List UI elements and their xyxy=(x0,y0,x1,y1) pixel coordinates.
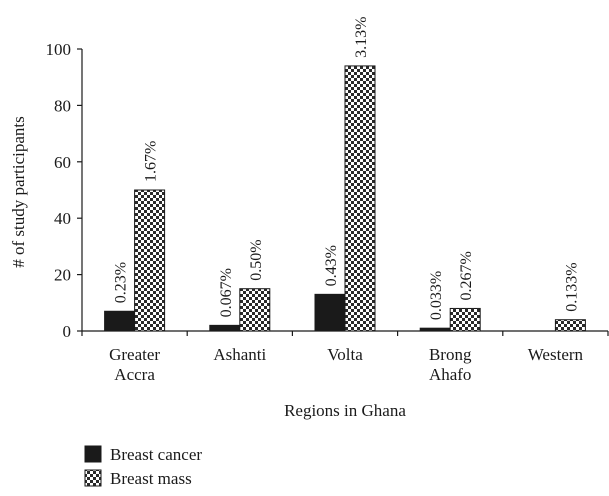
data-label: 0.033% xyxy=(428,271,445,320)
data-label: 0.43% xyxy=(323,245,340,286)
data-label: 0.267% xyxy=(458,251,475,300)
bar-breast-mass xyxy=(239,288,271,332)
x-tick-label: Ashanti xyxy=(213,345,266,364)
data-label: 0.23% xyxy=(113,262,130,303)
y-tick-label: 40 xyxy=(54,209,71,228)
data-label: 0.067% xyxy=(218,268,235,317)
x-tick-label: Brong xyxy=(429,345,472,364)
data-label: 0.50% xyxy=(248,239,265,280)
legend-swatch-breast-mass xyxy=(84,469,102,487)
y-tick-label: 20 xyxy=(54,266,71,285)
x-axis-title: Regions in Ghana xyxy=(284,401,406,420)
x-tick-label: Greater xyxy=(109,345,160,364)
x-tick-label: Volta xyxy=(327,345,363,364)
bar-breast-mass xyxy=(134,189,166,332)
y-tick-label: 0 xyxy=(63,322,72,341)
bar-breast-mass xyxy=(344,65,376,332)
y-tick-label: 80 xyxy=(54,96,71,115)
data-label: 3.13% xyxy=(353,17,370,58)
bar-breast-mass xyxy=(554,319,586,332)
legend-label: Breast cancer xyxy=(110,445,202,464)
y-tick-label: 100 xyxy=(46,40,72,59)
data-label: 1.67% xyxy=(143,141,160,182)
y-tick-label: 60 xyxy=(54,153,71,172)
bar-breast-cancer xyxy=(314,293,346,332)
x-tick-label: Accra xyxy=(114,365,155,384)
bars xyxy=(104,65,586,332)
bar-breast-mass xyxy=(449,307,481,332)
legend-label: Breast mass xyxy=(110,469,192,488)
x-tick-label: Western xyxy=(528,345,584,364)
legend-swatch-breast-cancer xyxy=(84,445,102,463)
bar-breast-cancer xyxy=(209,324,241,332)
x-tick-label: Ahafo xyxy=(429,365,471,384)
bar-breast-cancer xyxy=(419,327,451,332)
data-label: 0.133% xyxy=(563,262,580,311)
legend: Breast cancer Breast mass xyxy=(84,445,202,488)
data-labels: 0.23% 0.067% 0.43% 0.033% 1.67% 0.50% 3.13% 0.2… xyxy=(113,17,581,321)
y-axis-title: # of study participants xyxy=(9,116,28,268)
bar-breast-cancer xyxy=(104,310,136,332)
